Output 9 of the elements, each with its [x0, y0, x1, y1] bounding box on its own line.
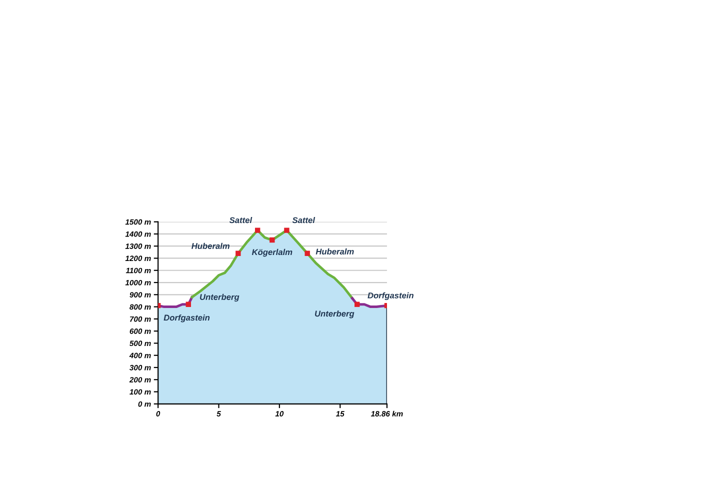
annotation: Dorfgastein [164, 314, 210, 322]
annotation: Unterberg [315, 310, 354, 318]
annotation: Dorfgastein [368, 292, 414, 300]
annotation: Sattel [292, 216, 316, 224]
annotation: Kögerlalm [252, 248, 292, 257]
annotation: Huberalm [192, 242, 230, 249]
annotation: Unterberg [200, 294, 240, 302]
annotation: Sattel [229, 216, 252, 224]
annotation: Huberalm [316, 248, 354, 255]
